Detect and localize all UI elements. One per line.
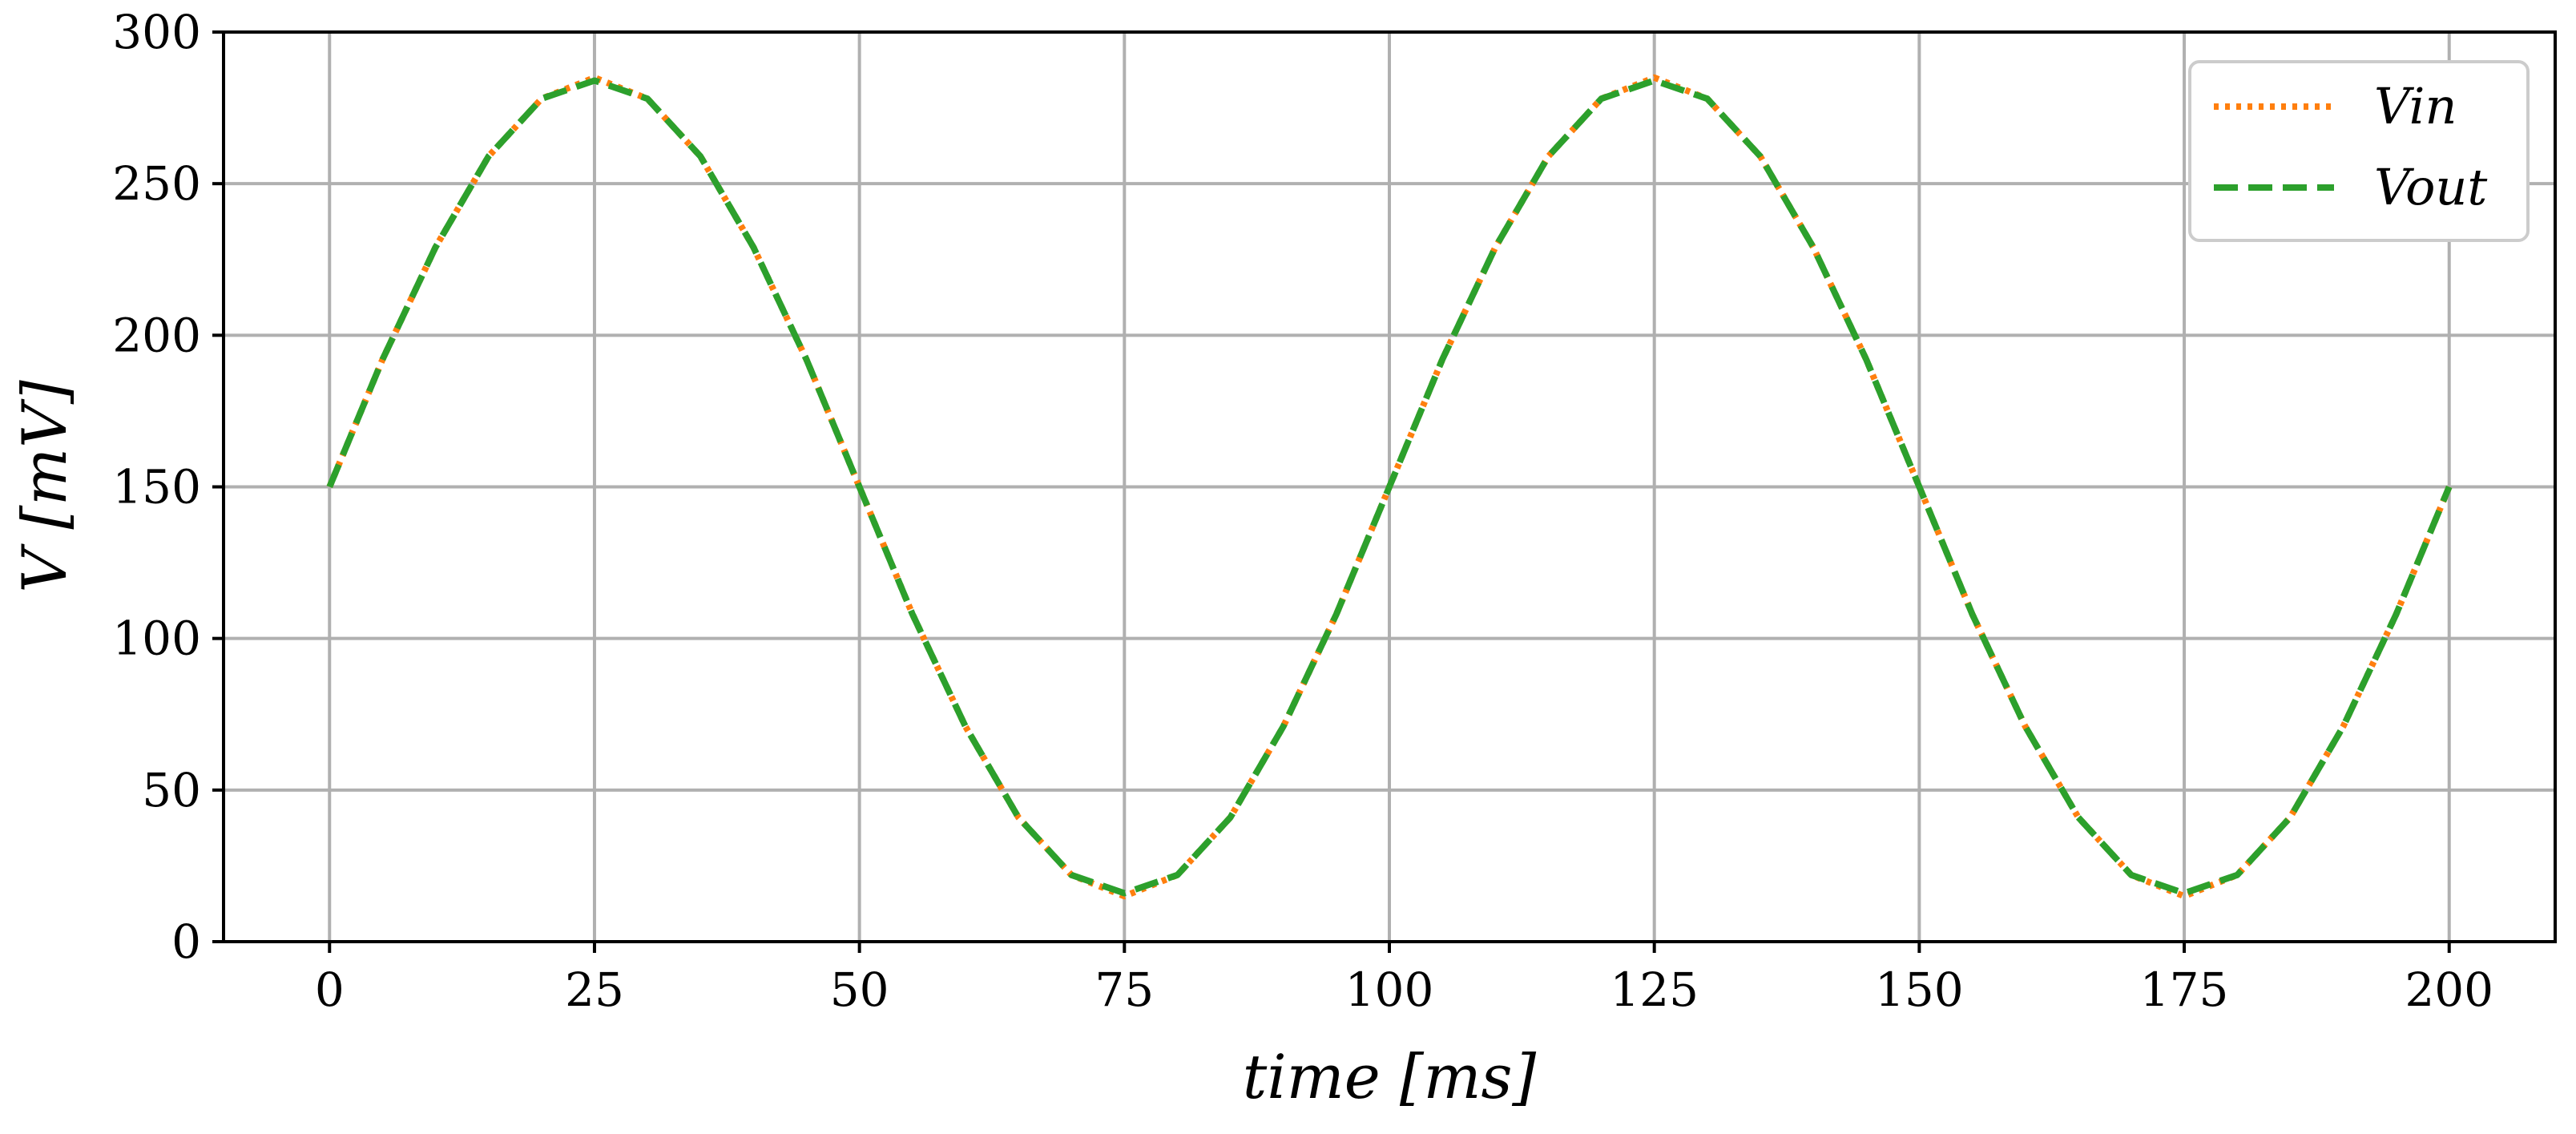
x-tick-label: 150 bbox=[1875, 962, 1964, 1017]
x-tick-label: 0 bbox=[315, 962, 345, 1017]
x-tick-label: 25 bbox=[565, 962, 624, 1017]
y-tick-label: 200 bbox=[112, 308, 201, 362]
y-axis-label: V [mV] bbox=[9, 380, 80, 593]
series-line-vout bbox=[326, 77, 2453, 897]
x-tick-label: 50 bbox=[830, 962, 889, 1017]
y-tick-label: 50 bbox=[142, 763, 201, 817]
x-tick-label: 100 bbox=[1345, 962, 1434, 1017]
x-axis-label: time [ms] bbox=[1243, 1041, 1537, 1112]
x-tick-label: 175 bbox=[2140, 962, 2229, 1017]
x-axis-ticks: 0 25 50 75 100 125 150 175 200 bbox=[315, 942, 2493, 1017]
y-tick-label: 250 bbox=[112, 156, 201, 211]
y-axis-ticks: 0 50 100 150 200 250 300 bbox=[112, 5, 224, 969]
y-tick-label: 100 bbox=[112, 611, 201, 666]
x-tick-label: 125 bbox=[1610, 962, 1699, 1017]
y-tick-label: 150 bbox=[112, 460, 201, 515]
legend: Vin Vout bbox=[2188, 60, 2530, 242]
legend-vin-label: Vin bbox=[2374, 77, 2457, 135]
y-tick-label: 300 bbox=[112, 5, 201, 59]
y-tick-label: 0 bbox=[171, 914, 201, 969]
x-tick-label: 75 bbox=[1094, 962, 1154, 1017]
series-lines bbox=[326, 74, 2453, 900]
legend-vout-label: Vout bbox=[2374, 158, 2487, 216]
x-tick-label: 200 bbox=[2405, 962, 2493, 1017]
